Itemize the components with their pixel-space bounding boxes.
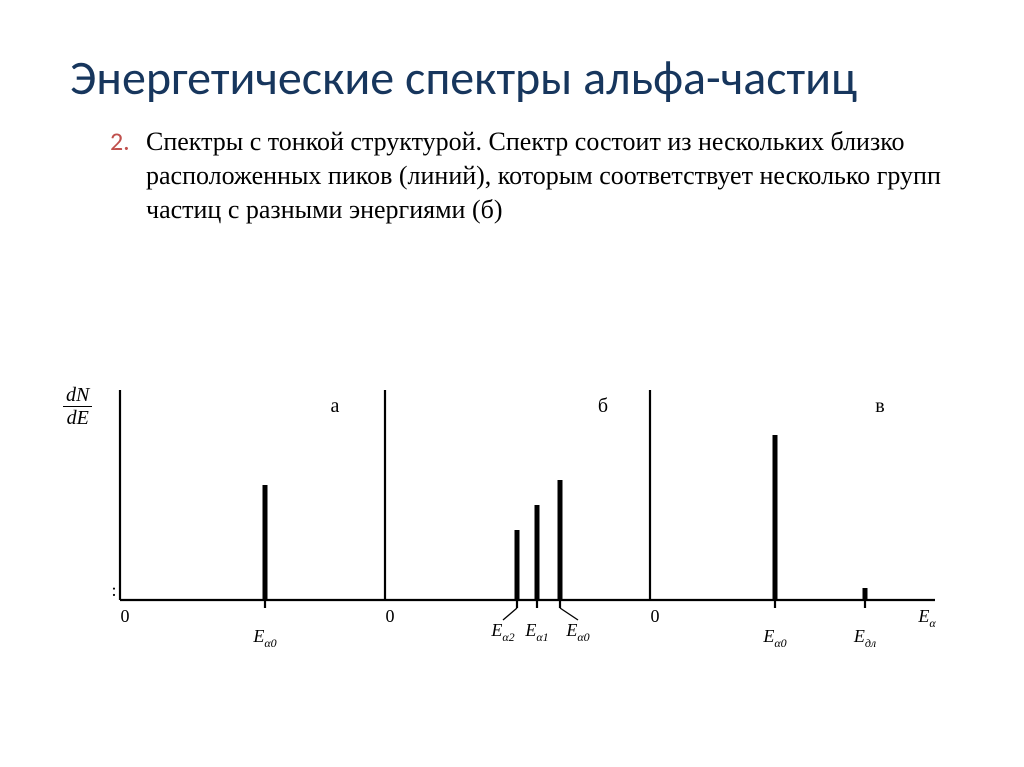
svg-text:0: 0 [386, 606, 395, 626]
slide-title: Энергетические спектры альфа-частиц [70, 50, 964, 105]
svg-text:Eα: Eα [917, 606, 936, 630]
slide: Энергетические спектры альфа-частиц 2. С… [0, 0, 1024, 767]
svg-text:Eα0: Eα0 [252, 626, 276, 650]
svg-text:0: 0 [651, 606, 660, 626]
svg-text:Eα0: Eα0 [565, 620, 589, 644]
svg-text:Eдл: Eдл [853, 626, 876, 650]
svg-text:Eα1: Eα1 [524, 620, 548, 644]
svg-text:Eα2: Eα2 [490, 620, 514, 644]
body-list: 2. Спектры с тонкой структурой. Спектр с… [70, 125, 964, 226]
svg-text:б: б [598, 395, 608, 417]
svg-text:а: а [331, 395, 340, 417]
svg-text:в: в [875, 395, 884, 417]
svg-text:0: 0 [121, 606, 130, 626]
spectrum-chart: 0: а Eα0 0 б Eα2 Eα1 Eα0 0 в Eα0 Eдл Eα [75, 380, 945, 680]
body-text: Спектры с тонкой структурой. Спектр сост… [146, 125, 946, 226]
svg-text::: : [111, 580, 116, 600]
svg-text:Eα0: Eα0 [762, 626, 786, 650]
chart-svg: 0: а Eα0 0 б Eα2 Eα1 Eα0 0 в Eα0 Eдл Eα [75, 380, 945, 660]
list-number: 2. [110, 125, 142, 157]
